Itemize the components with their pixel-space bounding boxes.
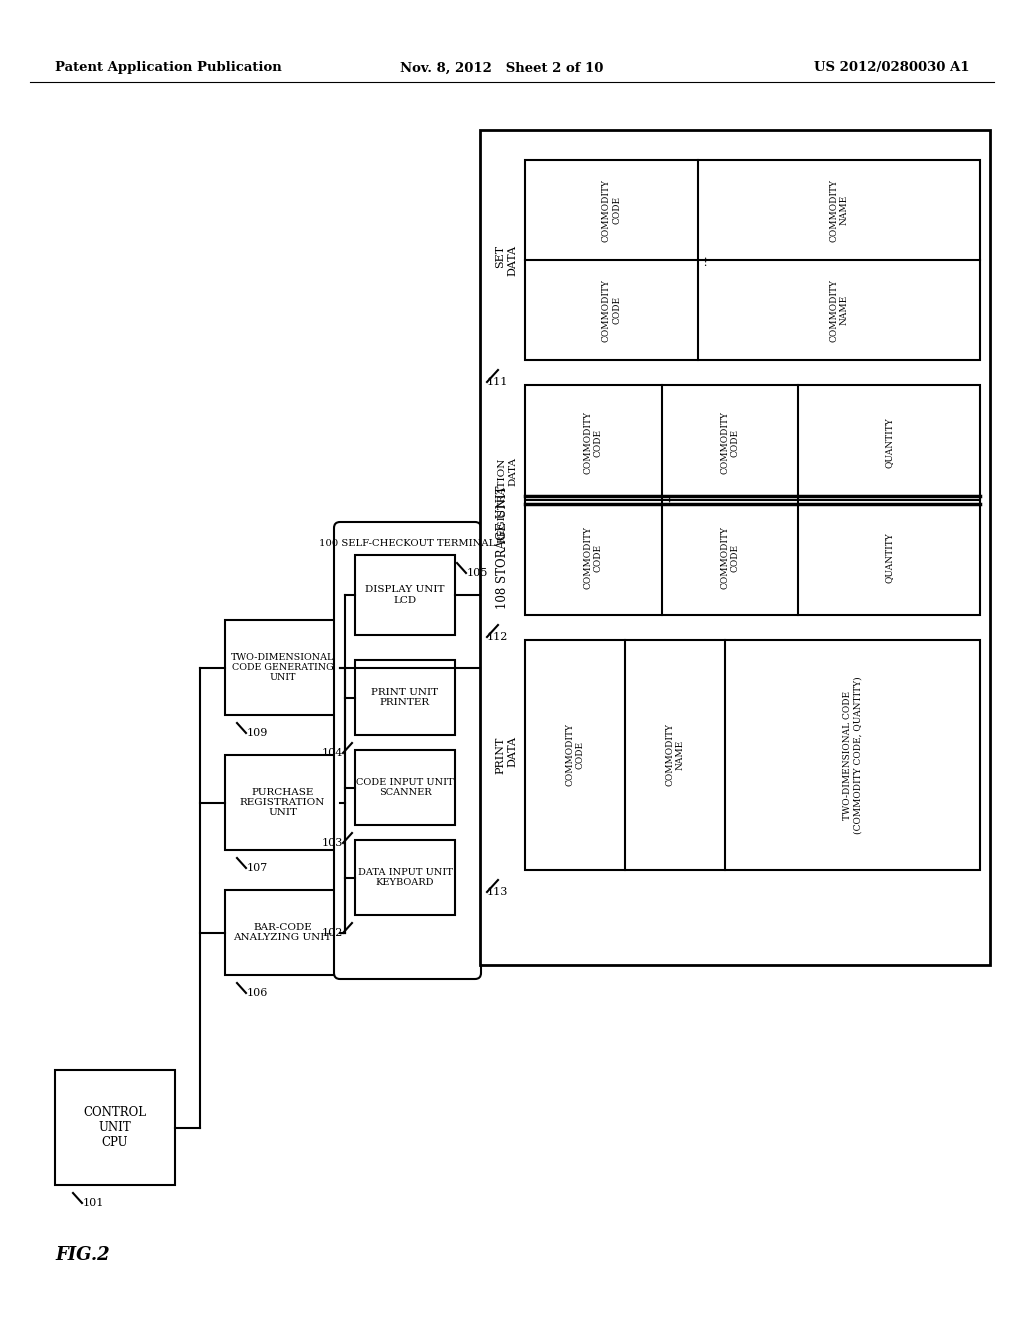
Bar: [355, 554, 455, 635]
Text: COMMODITY
NAME: COMMODITY NAME: [829, 279, 849, 342]
Text: DISPLAY UNIT
LCD: DISPLAY UNIT LCD: [366, 585, 444, 605]
Text: 100 SELF-CHECKOUT TERMINAL: 100 SELF-CHECKOUT TERMINAL: [319, 539, 496, 548]
Text: COMMODITY
NAME: COMMODITY NAME: [829, 178, 849, 242]
Text: Patent Application Publication: Patent Application Publication: [55, 62, 282, 74]
Bar: [355, 660, 455, 735]
Text: COMMODITY
CODE: COMMODITY CODE: [720, 411, 739, 474]
Text: 113: 113: [487, 887, 508, 898]
Text: COMMODITY
CODE: COMMODITY CODE: [720, 525, 739, 589]
Text: BAR-CODE
ANALYZING UNIT: BAR-CODE ANALYZING UNIT: [233, 923, 332, 942]
Text: 107: 107: [247, 863, 268, 873]
Text: COMMODITY
CODE: COMMODITY CODE: [584, 525, 603, 589]
Text: 101: 101: [83, 1199, 104, 1208]
Text: CONTROL
UNIT
CPU: CONTROL UNIT CPU: [84, 1106, 146, 1148]
Bar: [525, 640, 980, 870]
Text: PRINT
DATA: PRINT DATA: [496, 737, 517, 774]
Bar: [225, 890, 340, 975]
Text: 103: 103: [322, 838, 343, 847]
Text: CODE INPUT UNIT
SCANNER: CODE INPUT UNIT SCANNER: [356, 777, 454, 797]
Text: ···: ···: [666, 495, 676, 506]
Text: SET
DATA: SET DATA: [496, 244, 517, 276]
Text: ···: ···: [701, 255, 712, 265]
Text: 105: 105: [467, 568, 488, 578]
Text: 111: 111: [487, 378, 508, 387]
Text: 104: 104: [322, 748, 343, 758]
Text: 102: 102: [322, 928, 343, 939]
Bar: [525, 385, 980, 615]
Text: 106: 106: [247, 987, 268, 998]
Text: COMMODITY
NAME: COMMODITY NAME: [666, 723, 685, 787]
Text: TWO-DIMENSIONAL
CODE GENERATING
UNIT: TWO-DIMENSIONAL CODE GENERATING UNIT: [230, 652, 334, 682]
Text: COMMODITY
CODE: COMMODITY CODE: [565, 723, 585, 787]
Text: COMMODITY
CODE: COMMODITY CODE: [584, 411, 603, 474]
Text: FIG.2: FIG.2: [55, 1246, 110, 1265]
Bar: [355, 840, 455, 915]
Bar: [225, 755, 340, 850]
Text: DATA INPUT UNIT
KEYBOARD: DATA INPUT UNIT KEYBOARD: [357, 867, 453, 887]
Bar: [225, 620, 340, 715]
Text: Nov. 8, 2012   Sheet 2 of 10: Nov. 8, 2012 Sheet 2 of 10: [400, 62, 603, 74]
Text: COMMODITY
CODE: COMMODITY CODE: [602, 279, 622, 342]
Bar: [525, 160, 980, 360]
Text: QUANTITY: QUANTITY: [885, 417, 894, 467]
Text: 108 STORAGE UNIT: 108 STORAGE UNIT: [496, 486, 509, 610]
Bar: [480, 129, 990, 965]
Text: PURCHASE
REGISTRATION
UNIT: PURCHASE REGISTRATION UNIT: [240, 788, 326, 817]
Text: 109: 109: [247, 729, 268, 738]
Text: COMMODITY
CODE: COMMODITY CODE: [602, 178, 622, 242]
Text: TWO-DIMENSIONAL CODE
(COMMODITY CODE, QUANTITY): TWO-DIMENSIONAL CODE (COMMODITY CODE, QU…: [843, 676, 862, 834]
Text: US 2012/0280030 A1: US 2012/0280030 A1: [814, 62, 970, 74]
FancyBboxPatch shape: [334, 521, 481, 979]
Text: QUANTITY: QUANTITY: [885, 532, 894, 583]
Bar: [55, 1071, 175, 1185]
Text: 112: 112: [487, 632, 508, 642]
Bar: [355, 750, 455, 825]
Text: PRINT UNIT
PRINTER: PRINT UNIT PRINTER: [372, 688, 438, 708]
Text: REGISTRATION
DATA: REGISTRATION DATA: [498, 457, 517, 543]
